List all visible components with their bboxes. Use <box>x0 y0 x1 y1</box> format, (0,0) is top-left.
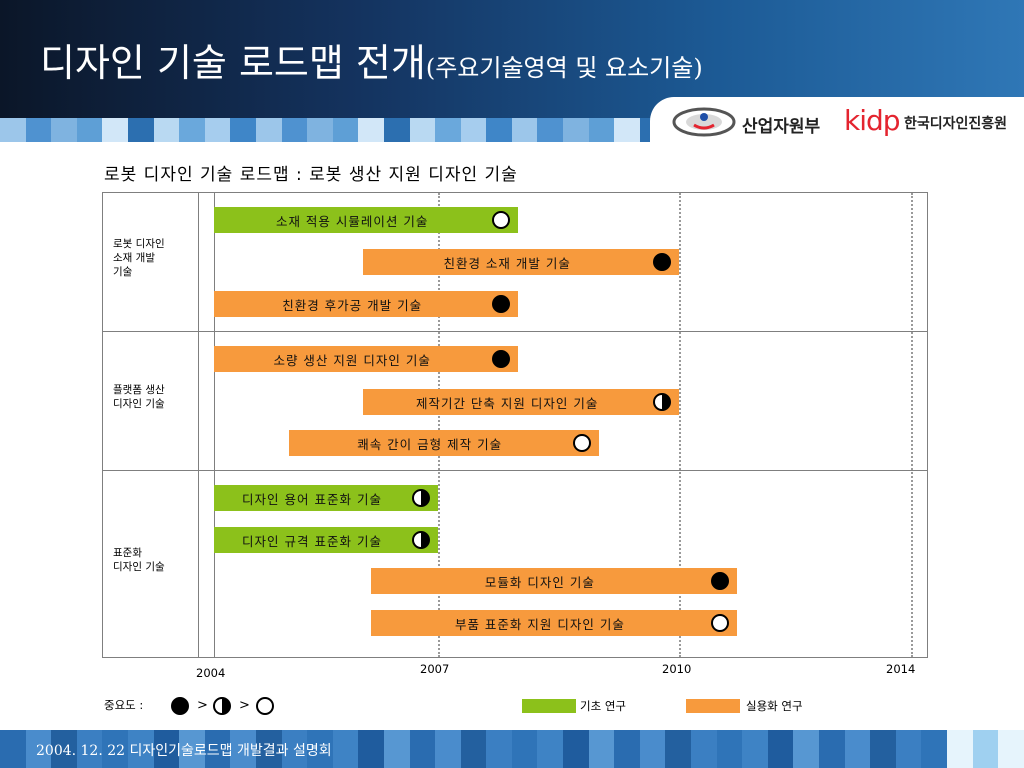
category-label: 로봇 디자인 소재 개발 기술 <box>113 238 165 278</box>
roadmap-bar-label: 부품 표준화 지원 디자인 기술 <box>454 616 625 632</box>
legend-applied-swatch <box>686 699 740 713</box>
importance-high-icon <box>492 350 511 368</box>
roadmap-bar-label: 제작기간 단축 지원 디자인 기술 <box>415 395 599 411</box>
roadmap-bar: 친환경 후가공 개발 기술 <box>214 291 519 317</box>
roadmap-bar-label: 소량 생산 지원 디자인 기술 <box>273 352 431 368</box>
roadmap-bar: 쾌속 간이 금형 제작 기술 <box>288 430 599 456</box>
chart-title: 로봇 디자인 기술 로드맵 : 로봇 생산 지원 디자인 기술 <box>104 165 518 185</box>
slide-title: 디자인 기술 로드맵 전개(주요기술영역 및 요소기술) <box>40 32 703 87</box>
ministry-logo-text: 산업자원부 <box>742 117 821 137</box>
importance-mid-icon <box>412 531 430 549</box>
roadmap-bar-label: 모듈화 디자인 기술 <box>484 574 595 590</box>
legend-importance-mid-icon <box>213 697 231 715</box>
category-column-divider <box>198 193 199 657</box>
footer-mosaic-strip <box>0 730 1024 768</box>
footer-text: 2004. 12. 22 디자인기술로드맵 개발결과 설명회 <box>36 743 332 759</box>
ministry-logo-icon <box>672 107 736 137</box>
roadmap-bar: 디자인 규격 표준화 기술 <box>214 527 438 553</box>
row-divider <box>103 331 927 332</box>
roadmap-bar-label: 디자인 용어 표준화 기술 <box>242 491 382 507</box>
slide-header: 디자인 기술 로드맵 전개(주요기술영역 및 요소기술) <box>0 0 1024 142</box>
roadmap-bar-label: 디자인 규격 표준화 기술 <box>242 533 382 549</box>
importance-high-icon <box>492 295 511 313</box>
slide-footer: 2004. 12. 22 디자인기술로드맵 개발결과 설명회 <box>0 730 1024 768</box>
gridline-2010 <box>679 193 681 657</box>
gridline-2004 <box>214 193 215 657</box>
legend-importance-low-icon <box>256 697 274 715</box>
year-label-2007: 2007 <box>420 662 450 676</box>
row-divider <box>103 470 927 471</box>
roadmap-bar: 소량 생산 지원 디자인 기술 <box>214 346 519 372</box>
legend-gt-2: > <box>239 698 250 713</box>
year-label-2014: 2014 <box>886 662 916 676</box>
slide-title-sub: (주요기술영역 및 요소기술) <box>425 54 703 82</box>
legend-applied-label: 실용화 연구 <box>746 699 803 713</box>
importance-low-icon <box>492 211 511 229</box>
importance-high-icon <box>710 572 729 590</box>
roadmap-bar: 디자인 용어 표준화 기술 <box>214 485 438 511</box>
legend-importance-label: 중요도 : <box>104 698 144 712</box>
roadmap-bar: 제작기간 단축 지원 디자인 기술 <box>363 389 679 415</box>
roadmap-bar: 소재 적용 시뮬레이션 기술 <box>214 207 519 233</box>
roadmap-bar-label: 친환경 후가공 개발 기술 <box>282 297 423 313</box>
importance-mid-icon <box>412 489 430 507</box>
legend-importance-high-icon <box>171 697 189 715</box>
roadmap-bar-label: 친환경 소재 개발 기술 <box>443 255 571 271</box>
legend-basic-swatch <box>522 699 576 713</box>
category-label: 플랫폼 생산 디자인 기술 <box>113 383 165 410</box>
importance-low-icon <box>710 614 729 632</box>
gridline-2007 <box>438 193 440 657</box>
roadmap-bar: 모듈화 디자인 기술 <box>370 568 737 594</box>
legend-gt-1: > <box>197 698 208 713</box>
roadmap-bar-label: 소재 적용 시뮬레이션 기술 <box>275 213 429 229</box>
year-label-2010: 2010 <box>662 662 692 676</box>
legend-basic-label: 기초 연구 <box>580 699 626 713</box>
importance-mid-icon <box>652 393 671 411</box>
kidp-logo: kidp <box>844 104 901 137</box>
roadmap-bar: 친환경 소재 개발 기술 <box>363 249 679 275</box>
category-label: 표준화 디자인 기술 <box>113 546 165 573</box>
year-label-2004: 2004 <box>196 666 226 680</box>
importance-high-icon <box>652 253 671 271</box>
roadmap-bar: 부품 표준화 지원 디자인 기술 <box>370 610 737 636</box>
kidp-name: 한국디자인진흥원 <box>904 116 1008 132</box>
slide-title-main: 디자인 기술 로드맵 전개 <box>40 41 426 85</box>
importance-low-icon <box>572 434 591 452</box>
roadmap-bar-label: 쾌속 간이 금형 제작 기술 <box>357 436 503 452</box>
gridline-2014 <box>911 193 913 657</box>
